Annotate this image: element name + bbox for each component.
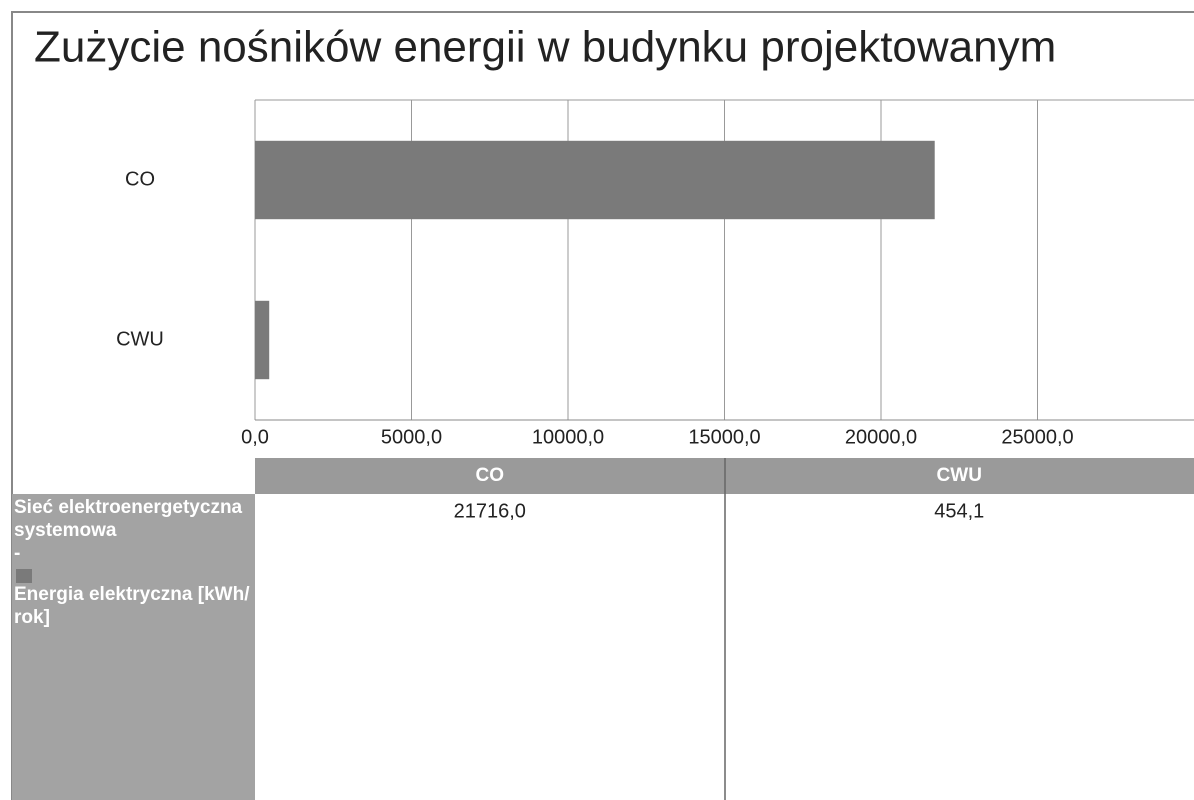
frame <box>11 11 1194 800</box>
row-label: Sieć elektroenergetyczna systemowa - Ene… <box>14 496 254 800</box>
y-tick-label: CWU <box>116 328 164 350</box>
y-tick-label: CO <box>125 168 155 190</box>
bar <box>255 140 935 220</box>
table-value: 21716,0 <box>454 500 526 522</box>
x-tick-label: 0,0 <box>241 426 269 448</box>
legend-swatch <box>16 569 32 583</box>
x-tick-label: 5000,0 <box>381 426 442 448</box>
row-header-cell <box>12 494 255 800</box>
x-tick-label: 15000,0 <box>688 426 760 448</box>
x-tick-label: 20000,0 <box>845 426 917 448</box>
series-subname: Energia elektryczna [kWh/rok] <box>14 584 250 628</box>
series-name: Sieć elektroenergetyczna systemowa <box>14 497 243 541</box>
x-tick-label: 25000,0 <box>1001 426 1073 448</box>
x-tick-label: 10000,0 <box>532 426 604 448</box>
bar <box>255 300 270 380</box>
table-column-header: CWU <box>937 465 982 486</box>
table-value: 454,1 <box>934 500 984 522</box>
chart-title: Zużycie nośników energii w budynku proje… <box>34 23 1056 72</box>
separator: - <box>14 543 21 564</box>
table-column-header: CO <box>476 465 505 486</box>
